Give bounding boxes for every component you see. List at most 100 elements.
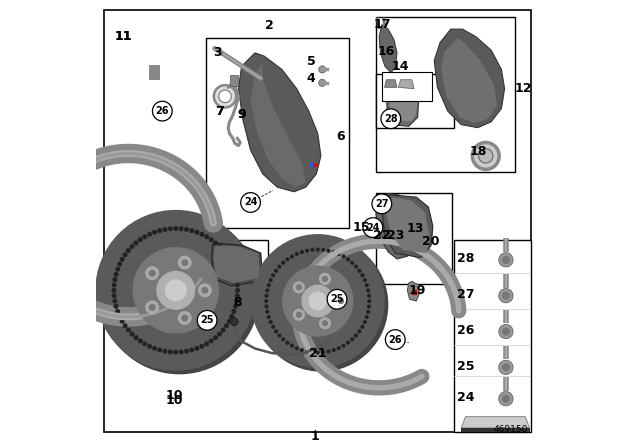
Circle shape bbox=[230, 318, 238, 326]
Circle shape bbox=[322, 249, 324, 251]
Circle shape bbox=[367, 310, 369, 313]
Circle shape bbox=[174, 227, 177, 230]
Circle shape bbox=[272, 274, 275, 276]
Circle shape bbox=[232, 310, 236, 313]
Polygon shape bbox=[461, 417, 530, 428]
Circle shape bbox=[130, 245, 134, 248]
Circle shape bbox=[138, 339, 142, 343]
Circle shape bbox=[114, 272, 118, 276]
Circle shape bbox=[255, 238, 388, 371]
Circle shape bbox=[266, 289, 269, 292]
Circle shape bbox=[219, 90, 231, 103]
Circle shape bbox=[127, 249, 130, 252]
Circle shape bbox=[209, 339, 213, 343]
Circle shape bbox=[502, 256, 510, 264]
Circle shape bbox=[347, 341, 349, 344]
Text: 20: 20 bbox=[422, 234, 440, 248]
Circle shape bbox=[149, 270, 155, 276]
Polygon shape bbox=[389, 78, 418, 121]
Circle shape bbox=[197, 310, 217, 330]
Bar bbox=[230, 75, 239, 86]
Text: 28: 28 bbox=[384, 114, 397, 124]
Circle shape bbox=[236, 283, 239, 287]
Circle shape bbox=[323, 276, 328, 281]
Circle shape bbox=[316, 248, 319, 251]
Text: 469150: 469150 bbox=[494, 425, 529, 434]
Circle shape bbox=[355, 265, 357, 268]
Circle shape bbox=[185, 228, 188, 231]
Circle shape bbox=[113, 278, 116, 281]
Circle shape bbox=[367, 305, 371, 308]
Circle shape bbox=[234, 272, 237, 276]
Circle shape bbox=[342, 255, 345, 258]
Circle shape bbox=[120, 319, 124, 323]
Text: 22: 22 bbox=[373, 228, 390, 242]
Circle shape bbox=[367, 289, 369, 292]
Circle shape bbox=[266, 310, 269, 313]
Circle shape bbox=[146, 301, 159, 314]
Text: 26: 26 bbox=[156, 106, 169, 116]
Circle shape bbox=[337, 347, 340, 349]
Polygon shape bbox=[376, 194, 419, 259]
Circle shape bbox=[363, 218, 383, 237]
Polygon shape bbox=[213, 246, 260, 283]
Circle shape bbox=[294, 310, 304, 320]
Circle shape bbox=[120, 258, 124, 261]
Circle shape bbox=[301, 349, 303, 351]
Text: 4: 4 bbox=[307, 72, 316, 85]
Circle shape bbox=[286, 341, 289, 344]
Circle shape bbox=[113, 283, 116, 287]
Circle shape bbox=[319, 274, 330, 284]
Circle shape bbox=[185, 349, 188, 353]
Text: 27: 27 bbox=[375, 199, 388, 209]
Circle shape bbox=[265, 305, 268, 308]
Circle shape bbox=[225, 324, 228, 327]
Polygon shape bbox=[394, 201, 409, 246]
Circle shape bbox=[319, 318, 330, 328]
Bar bbox=[149, 65, 160, 80]
Circle shape bbox=[269, 321, 272, 323]
Circle shape bbox=[278, 265, 281, 268]
Circle shape bbox=[364, 279, 366, 281]
Circle shape bbox=[234, 305, 237, 308]
Circle shape bbox=[296, 312, 301, 317]
Text: 10: 10 bbox=[166, 394, 183, 408]
Circle shape bbox=[283, 266, 353, 336]
Circle shape bbox=[205, 235, 209, 238]
Circle shape bbox=[158, 229, 161, 233]
Text: 7: 7 bbox=[215, 104, 223, 118]
Circle shape bbox=[502, 395, 510, 403]
Text: 11: 11 bbox=[115, 30, 132, 43]
Circle shape bbox=[323, 321, 328, 326]
Circle shape bbox=[265, 294, 268, 297]
Circle shape bbox=[361, 326, 364, 328]
Text: 1: 1 bbox=[310, 430, 319, 444]
Text: 26: 26 bbox=[457, 324, 474, 337]
Circle shape bbox=[282, 338, 285, 340]
Circle shape bbox=[278, 334, 281, 337]
Circle shape bbox=[372, 194, 392, 214]
Text: 6: 6 bbox=[336, 130, 344, 143]
Text: 24: 24 bbox=[457, 391, 474, 405]
Text: 8: 8 bbox=[233, 296, 241, 309]
Text: 13: 13 bbox=[406, 222, 424, 235]
Bar bbox=[206, 240, 269, 311]
Polygon shape bbox=[212, 243, 262, 286]
Circle shape bbox=[502, 363, 510, 371]
Circle shape bbox=[158, 348, 161, 352]
Polygon shape bbox=[251, 62, 306, 187]
Circle shape bbox=[332, 349, 335, 351]
Circle shape bbox=[230, 263, 234, 266]
Circle shape bbox=[221, 249, 225, 252]
Text: 7: 7 bbox=[215, 104, 223, 118]
Circle shape bbox=[282, 262, 285, 264]
Text: 14: 14 bbox=[392, 60, 410, 73]
Circle shape bbox=[209, 238, 213, 241]
Text: 21: 21 bbox=[309, 346, 326, 360]
Circle shape bbox=[311, 351, 314, 353]
Circle shape bbox=[227, 258, 231, 261]
Circle shape bbox=[302, 285, 333, 317]
Circle shape bbox=[146, 267, 159, 280]
Circle shape bbox=[327, 350, 330, 353]
Circle shape bbox=[149, 305, 155, 310]
